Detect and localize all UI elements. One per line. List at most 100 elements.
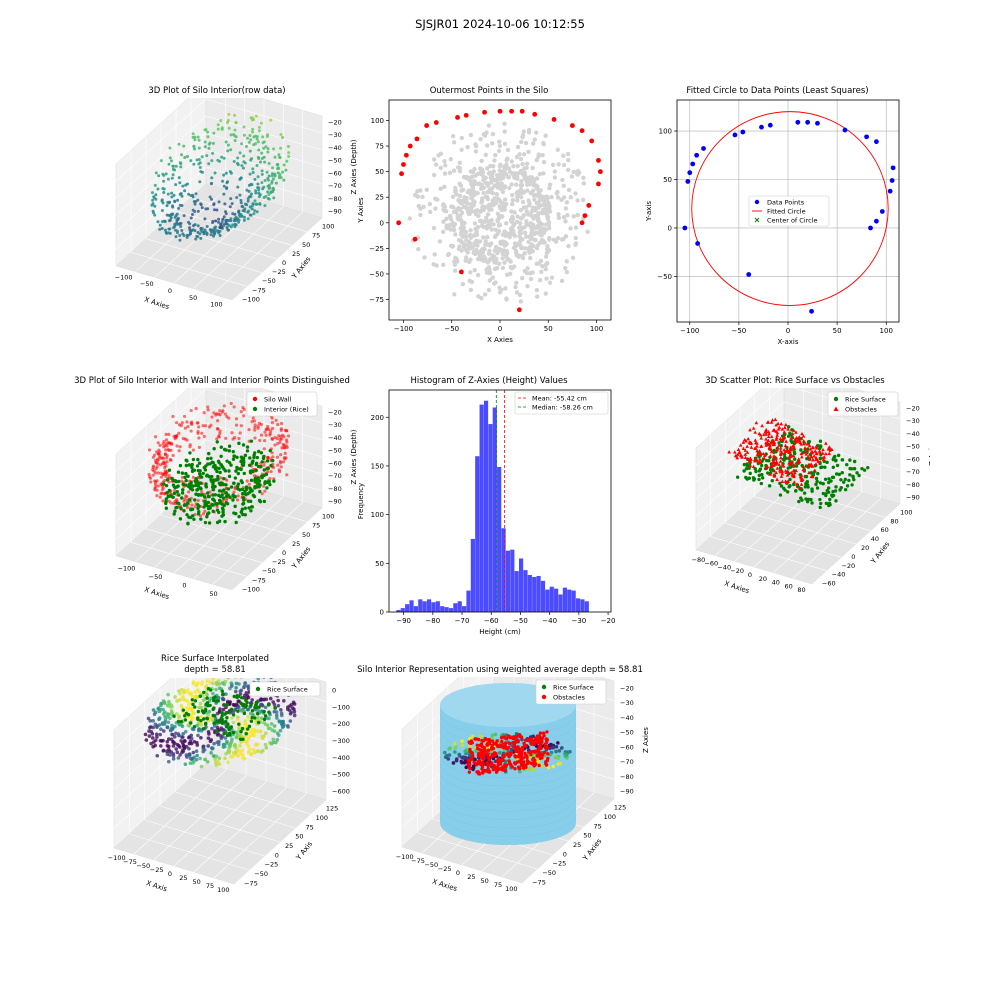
z-tick-label: −90 [906,494,920,502]
histogram-bar [444,607,449,612]
wall-point [215,419,220,423]
interior-point [216,493,221,498]
obstacle-point [519,761,523,765]
chart-title: 3D Scatter Plot: Rice Surface vs Obstacl… [705,376,885,386]
interior-point [556,215,562,221]
interior-point [453,188,458,194]
surface-point [256,749,260,753]
z-tick-label: −50 [328,157,342,165]
wall-point [218,431,222,436]
obstacle-point [522,763,526,767]
data-point [239,198,243,202]
interior-point [524,234,529,239]
interior-point [427,209,433,215]
data-point [192,162,196,166]
wall-point [197,436,201,440]
obstacle-point [467,740,471,744]
interior-point [544,250,549,256]
obstacle-point [513,739,518,744]
interior-point [471,250,476,256]
rice-point [759,481,764,486]
wall-point [149,480,153,484]
obstacle-point [761,451,766,456]
z-tick-label: −60 [620,743,634,751]
data-point [250,130,254,134]
obstacle-point [490,761,494,765]
surface-point [237,733,242,738]
obstacle-point [766,438,771,442]
data-point [253,199,257,203]
obstacle-point [742,437,747,442]
outermost-point [433,120,439,125]
z-tick-label: −200 [332,720,350,728]
data-point [150,191,154,195]
obstacle-point [538,756,542,761]
surface-point [159,744,163,748]
interior-point [532,137,537,142]
interior-point [561,236,566,242]
obstacle-point [790,472,795,476]
data-point [197,146,201,150]
wall-point [230,431,234,435]
interior-point [530,227,535,232]
interior-point [500,214,505,219]
data-point [257,148,261,152]
interior-point [433,206,438,211]
interior-point [454,257,459,262]
interior-point [504,162,509,167]
data-point [220,155,224,159]
interior-point [460,230,465,236]
obstacle-point [536,736,541,741]
interior-point [172,512,176,516]
rice-point [834,472,839,476]
obstacle-point [802,441,806,446]
data-point [284,168,288,172]
interior-point [509,209,514,214]
obstacle-point [770,438,774,443]
rice-point [236,709,240,714]
data-point [171,167,175,171]
rice-point [250,709,255,713]
surface-point [238,692,243,696]
outermost-point [497,108,503,114]
x-tick-label: 100 [505,885,517,893]
rice-point [225,715,229,720]
wall-point [262,484,266,488]
interior-point [514,280,519,286]
obstacle-point [541,731,546,735]
y-tick-label: −50 [254,870,268,878]
interior-point [432,252,437,257]
histogram-bar [405,604,410,612]
rice-point [824,493,828,498]
interior-point [566,157,571,163]
chart-title: Histogram of Z-Axies (Height) Values [410,376,568,386]
wall-point [266,424,270,429]
interior-point [221,496,226,500]
surface-point [234,685,238,690]
wall-point [281,460,286,464]
interior-point [457,193,463,199]
data-point [203,217,207,221]
wall-point [258,438,262,442]
surface-point [246,737,251,741]
wall-point [279,421,284,426]
data-point [177,206,181,210]
rice-point [840,458,845,462]
rice-point [770,466,774,471]
y-tick-label: 75 [312,522,320,530]
wall-point [201,512,206,516]
rice-point [742,469,746,473]
rice-point [803,485,808,489]
wall-point [157,448,161,452]
obstacle-point [774,436,779,441]
wall-point [151,473,155,477]
rice-point [814,482,818,487]
data-point [160,226,164,230]
interior-point [575,198,580,203]
interior-point [211,497,215,501]
interior-point [508,231,513,237]
interior-point [513,248,519,254]
interior-point [234,469,238,473]
wall-point [275,455,280,459]
wall-point [197,445,201,449]
